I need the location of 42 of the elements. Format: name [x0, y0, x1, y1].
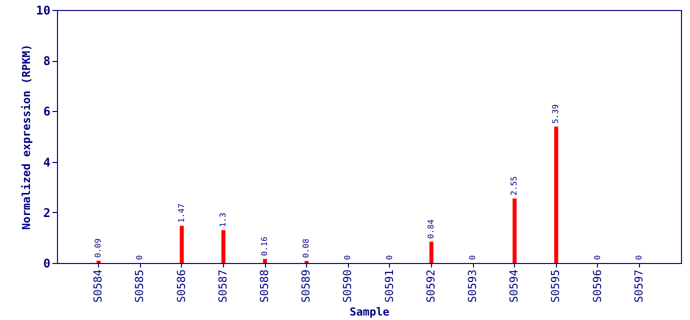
x-tick-label: S0584: [92, 269, 105, 303]
x-tick-label: S0593: [466, 270, 479, 303]
y-tick-label: 2: [43, 206, 50, 220]
x-tick-label: S0586: [174, 270, 188, 303]
data-label: 0.09: [94, 238, 103, 258]
x-tick-label: S0585: [133, 270, 146, 303]
x-tick-label: S0589: [300, 270, 313, 303]
y-tick-label: 0: [43, 256, 50, 270]
data-label: 0: [343, 255, 352, 260]
bar: [180, 226, 184, 263]
y-tick-label: 4: [43, 155, 50, 170]
x-tick-label: S0590: [341, 270, 354, 303]
data-label: 0.08: [302, 238, 311, 258]
x-tick-label: S0595: [549, 270, 562, 303]
x-axis-title: Sample: [350, 306, 390, 319]
bar: [512, 198, 517, 263]
x-tick-label: S0594: [508, 269, 521, 303]
data-label: 2.55: [510, 176, 519, 196]
x-tick-label: S0591: [382, 270, 396, 303]
data-label: 0: [634, 255, 644, 260]
bar: [263, 258, 267, 263]
x-tick-label: S0587: [216, 270, 230, 303]
data-label: 5.39: [551, 104, 560, 124]
y-tick-label: 10: [36, 4, 50, 18]
x-tick-label: S0597: [632, 270, 646, 303]
data-label: 0: [135, 255, 144, 260]
y-tick-label: 8: [43, 54, 50, 68]
y-axis-title: Normalized expression (RPKM): [20, 44, 34, 230]
data-label: 0.16: [260, 236, 269, 256]
x-tick-label: S0592: [424, 270, 438, 303]
data-label: 0: [468, 255, 477, 260]
y-tick-label: 6: [43, 104, 50, 119]
x-tick-label: S0588: [258, 270, 271, 303]
data-label: 1.3: [218, 212, 228, 228]
data-label: 0: [592, 255, 602, 260]
x-tick-label: S0596: [590, 270, 604, 303]
data-label: 0: [384, 255, 394, 260]
bar: [429, 242, 434, 263]
data-label: 0.84: [426, 219, 436, 239]
bar: [221, 230, 226, 263]
data-label: 1.47: [176, 203, 186, 223]
bar: [554, 126, 558, 263]
